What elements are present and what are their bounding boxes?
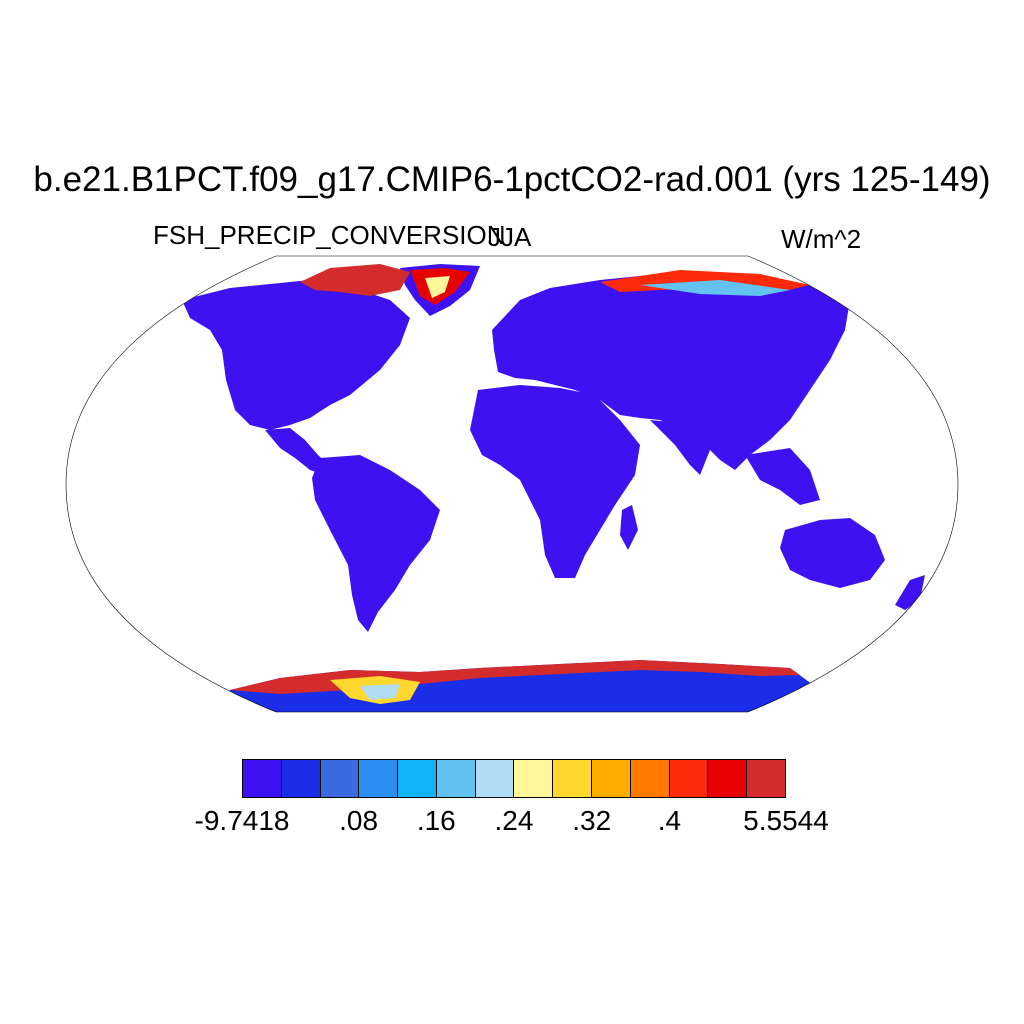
south-america-land [312,455,440,632]
colorbar-tick-label: .16 [416,805,456,836]
north-america-land [182,278,410,430]
colorbar-tick-label: -9.7418 [194,805,290,836]
colorbar-box [630,760,670,797]
colorbar-box [436,760,476,797]
colorbar-box [475,760,515,797]
antarctica-light-band [360,684,400,700]
colorbar-box [747,760,785,797]
southeast-asia-land [745,448,820,505]
colorbar-tick-label: .08 [339,805,379,836]
colorbar-tick-label: .24 [494,805,534,836]
siberia-cool-band [640,280,790,296]
plot-title: b.e21.B1PCT.f09_g17.CMIP6-1pctCO2-rad.00… [33,160,991,199]
india-land [650,420,710,475]
colorbar-box [708,760,748,797]
colorbar-box [669,760,709,797]
map-outline [65,255,959,713]
colorbar-box [592,760,631,797]
colorbar-box [398,760,437,797]
colorbar [242,759,786,798]
colorbar-box [553,760,593,797]
greenland-inner-band [425,276,450,298]
units-label: W/m^2 [781,224,862,254]
colorbar-box [243,760,282,797]
season-label: JJA [488,222,532,252]
colorbar-tick-label: 5.5544 [743,805,829,836]
eurasia-land [492,272,850,470]
colorbar-box [359,760,399,797]
africa-land [470,385,640,578]
madagascar-land [620,505,638,550]
colorbar-tick-label: .4 [657,805,682,836]
colorbar-box [281,760,321,797]
variable-label: FSH_PRECIP_CONVERSION [153,220,506,250]
colorbar-tick-label: .32 [572,805,612,836]
australia-land [780,518,885,588]
new-zealand-land [895,575,925,610]
colorbar-box [514,760,554,797]
colorbar-box [320,760,360,797]
arctic-warm-band [300,264,410,296]
central-america-land [265,428,332,475]
